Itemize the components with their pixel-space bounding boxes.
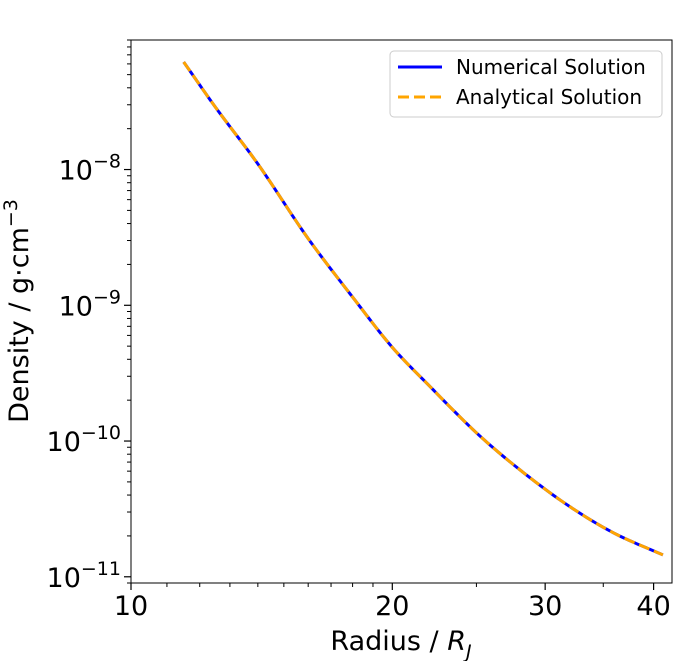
y-tick-label: 10−8: [59, 151, 121, 187]
x-tick-label: 30: [528, 591, 562, 622]
major-ticks: [124, 168, 655, 590]
x-tick-label: 40: [636, 591, 670, 622]
y-tick-labels: 10−11 10−10 10−9 10−8: [47, 151, 121, 594]
y-tick-label: 10−10: [47, 422, 121, 458]
y-axis-label: Density / g·cm−3: [0, 199, 35, 423]
x-tick-label: 20: [375, 591, 409, 622]
y-axis-label-text: Density / g·cm: [4, 227, 35, 423]
legend-label-numerical: Numerical Solution: [456, 55, 646, 79]
plot-area: [130, 39, 673, 584]
legend-label-analytical: Analytical Solution: [456, 85, 642, 109]
series-line-analytical: [182, 61, 664, 557]
series-layer: [182, 61, 664, 557]
x-axis-label-text: Radius /: [330, 626, 447, 657]
legend: Numerical Solution Analytical Solution: [389, 50, 663, 118]
y-tick-label: 10−9: [59, 286, 121, 322]
x-tick-label: 10: [114, 591, 148, 622]
minor-ticks: [127, 39, 604, 587]
x-axis-label: Radius / RJ: [330, 626, 472, 661]
x-tick-labels: 10 20 30 40: [114, 591, 671, 622]
legend-frame: [389, 50, 663, 118]
x-axis-label-subscript: J: [462, 641, 472, 661]
x-axis-label-symbol: R: [447, 626, 466, 657]
y-axis-label-superscript: −3: [0, 199, 22, 227]
y-tick-label: 10−11: [47, 558, 121, 594]
